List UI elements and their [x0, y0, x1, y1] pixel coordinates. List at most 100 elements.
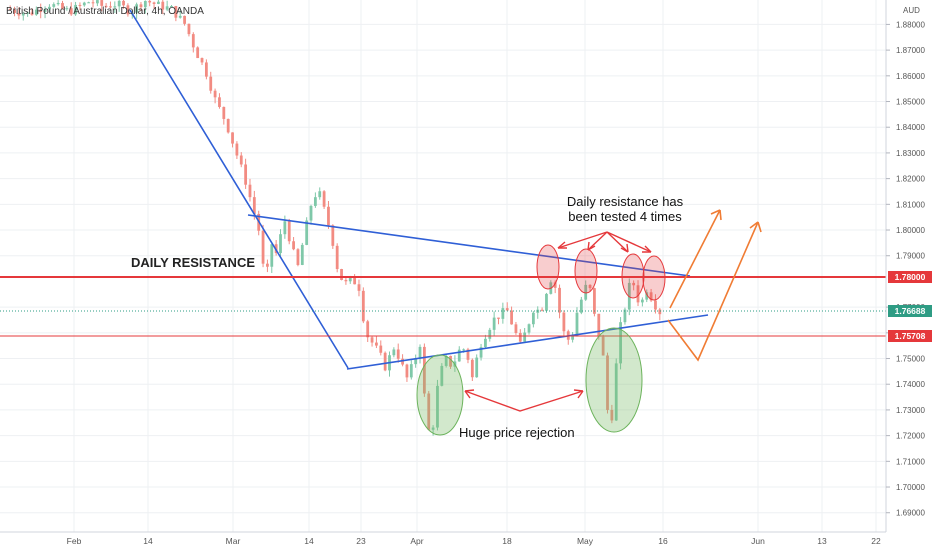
candle [69, 2, 73, 16]
arrowhead [642, 245, 652, 253]
candle [322, 190, 326, 209]
candle [135, 2, 139, 19]
time-tick-label: Mar [226, 536, 241, 546]
candle-body [510, 310, 513, 325]
candle-body [287, 221, 291, 242]
candle-body [26, 12, 30, 14]
candle [296, 248, 300, 267]
candle [449, 355, 452, 369]
price-tick-label: 1.88000 [896, 20, 925, 29]
ascending-support-trendline [346, 314, 709, 370]
candle-body [558, 287, 561, 313]
projection-arrows [667, 209, 762, 362]
candle [488, 327, 492, 342]
candle-body [13, 9, 16, 13]
candle-body [640, 299, 644, 303]
candle [313, 192, 317, 208]
time-tick-label: 13 [817, 536, 827, 546]
candle-body [313, 197, 317, 206]
candle-body [584, 284, 588, 300]
candle-body [174, 6, 178, 18]
price-rejection-zone [416, 354, 464, 436]
candle-body [122, 0, 125, 6]
resistance-test-marker [621, 253, 645, 299]
resistance-test-marker [574, 248, 598, 294]
candle-body [292, 241, 295, 250]
candle-body [279, 234, 282, 254]
candle-body [353, 276, 357, 285]
price-tick-label: 1.75000 [896, 355, 925, 364]
candle-body [475, 357, 479, 378]
candle [52, 2, 56, 8]
support-price-label: 1.75708 [895, 331, 926, 341]
candle-body [405, 364, 409, 378]
candle-body [222, 106, 226, 119]
chart-title: British Pound / Australian Dollar, 4h, O… [6, 6, 204, 17]
price-tick-label: 1.83000 [896, 149, 925, 158]
candle-body [527, 324, 531, 333]
candle [523, 327, 527, 342]
candle-body [226, 118, 230, 133]
time-tick-label: Jun [751, 536, 765, 546]
candle-body [462, 349, 466, 351]
candle [30, 8, 34, 16]
candle [139, 2, 143, 11]
candle-body [383, 352, 387, 371]
candle-body [479, 347, 483, 358]
candle [370, 335, 374, 347]
candle-body [379, 345, 383, 353]
candle [165, 0, 169, 12]
candle-body [109, 6, 112, 8]
candle-body [588, 284, 592, 289]
candle [331, 224, 335, 249]
candle-body [266, 263, 269, 267]
candle-body [104, 5, 108, 7]
resistance-note-line2: been tested 4 times [568, 209, 682, 224]
candle [632, 280, 636, 291]
arrowhead [620, 243, 629, 253]
candle [431, 425, 435, 436]
candle [414, 354, 418, 368]
price-tick-label: 1.81000 [896, 200, 925, 209]
candle-body [69, 8, 73, 15]
candle-body [414, 358, 418, 365]
candle-body [440, 365, 444, 386]
candle-body [422, 346, 426, 394]
price-tick-label: 1.69000 [896, 509, 925, 518]
time-axis-background [0, 532, 932, 550]
candle [440, 363, 444, 387]
candle [562, 310, 566, 337]
candle-body [39, 9, 43, 13]
candle-body [252, 197, 256, 214]
candle-body [327, 206, 330, 226]
candle [357, 279, 361, 297]
time-tick-label: Feb [67, 536, 82, 546]
candle [226, 118, 230, 134]
candle [61, 0, 64, 10]
candle [235, 141, 239, 159]
candle-body [43, 9, 47, 13]
candle [484, 334, 487, 348]
double-arrow-path [464, 390, 584, 412]
candle [174, 5, 178, 22]
candle [170, 4, 173, 8]
candle [470, 358, 474, 381]
candle-body [606, 355, 609, 410]
price-tick-label: 1.84000 [896, 123, 925, 132]
candle-body [344, 279, 348, 282]
candle [531, 311, 535, 328]
candle-body [165, 6, 169, 10]
time-tick-label: 14 [304, 536, 314, 546]
candle [100, 0, 104, 12]
candle-body [436, 385, 439, 428]
candle [117, 0, 121, 12]
candle-body [148, 0, 152, 3]
candle-body [21, 13, 25, 16]
candle-body [658, 309, 662, 315]
resistance-price-label: 1.78000 [895, 272, 926, 282]
candle [558, 284, 561, 319]
arrow-to-test-1 [557, 231, 608, 249]
candle-body [348, 276, 352, 282]
